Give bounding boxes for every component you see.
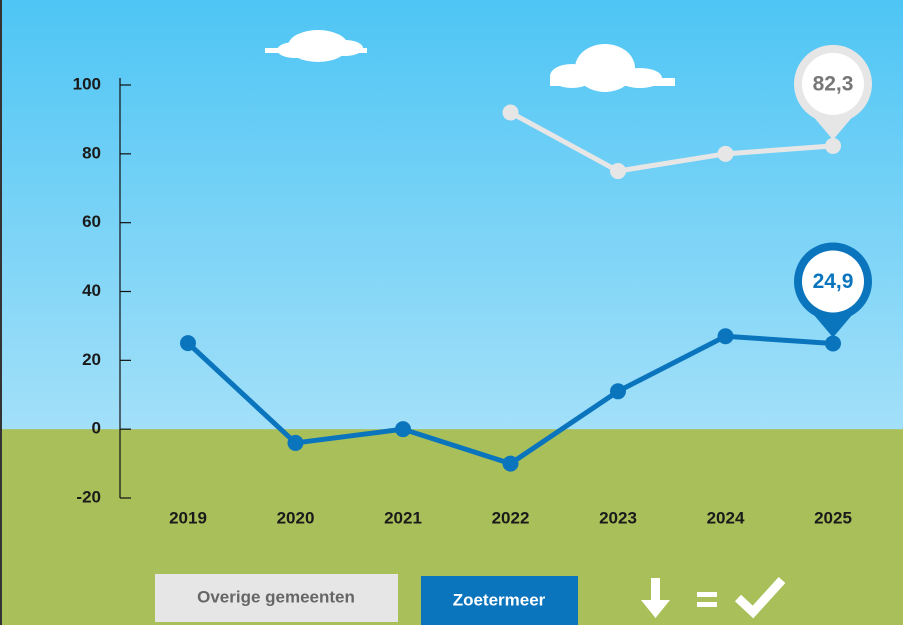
value-label: 82,3 (813, 72, 854, 95)
x-tick-label: 2024 (707, 508, 745, 527)
legend-label: Overige gemeenten (197, 587, 355, 606)
data-point (610, 383, 626, 399)
x-tick-label: 2025 (814, 508, 852, 527)
chart: Overige gemeenten Zoetermeer -20 0 20 40 60 8… (0, 0, 903, 625)
value-label: 24,9 (813, 270, 854, 293)
left-border (0, 0, 2, 625)
data-point (718, 328, 734, 344)
x-tick-label: 2022 (492, 508, 530, 527)
data-point (180, 335, 196, 351)
y-tick-label: 60 (82, 212, 101, 231)
data-point (718, 146, 734, 162)
data-point (288, 435, 304, 451)
x-tick-label: 2021 (384, 508, 422, 527)
y-tick-label: 0 (92, 419, 101, 438)
data-point (503, 456, 519, 472)
data-point (395, 421, 411, 437)
y-tick-label: 100 (73, 74, 101, 93)
data-point (610, 163, 626, 179)
x-tick-label: 2020 (277, 508, 315, 527)
page: Overige gemeenten Zoetermeer -20 0 20 40 60 8… (0, 0, 903, 630)
data-point (825, 335, 841, 351)
y-tick-label: 40 (82, 281, 101, 300)
x-tick-label: 2023 (599, 508, 637, 527)
y-tick-label: 80 (82, 143, 101, 162)
y-tick-label: -20 (76, 487, 101, 506)
legend: Overige gemeenten Zoetermeer (155, 574, 578, 625)
x-tick-label: 2019 (169, 508, 207, 527)
legend-label: Zoetermeer (453, 590, 546, 609)
data-point (825, 138, 841, 154)
data-point (503, 105, 519, 121)
y-tick-label: 20 (82, 350, 101, 369)
